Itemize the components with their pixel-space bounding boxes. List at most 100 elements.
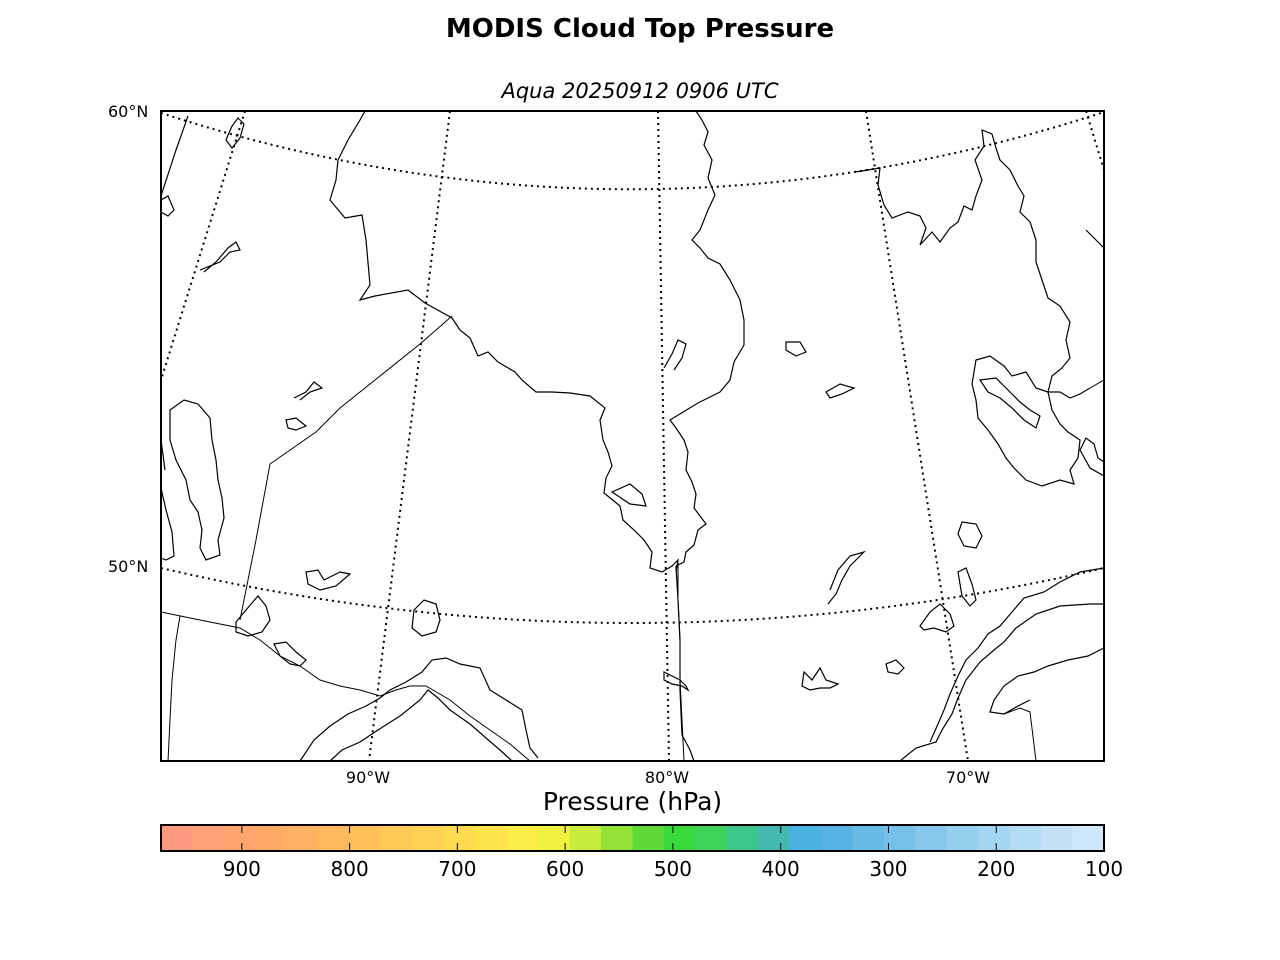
quebec-small-lake <box>663 671 690 692</box>
river-northwest <box>161 115 189 197</box>
colorbar-cell <box>381 825 413 851</box>
colorbar-tick-label: 100 <box>1084 857 1124 881</box>
colorbar-cell <box>726 825 759 851</box>
colorbar-cell <box>883 825 916 851</box>
colorbar-cell <box>192 825 225 851</box>
colorbar-cell <box>789 825 822 851</box>
colorbar-cell <box>821 825 854 851</box>
meridian-90w <box>368 111 451 761</box>
lake-small-west-3 <box>285 417 308 431</box>
colorbar-cell <box>915 825 948 851</box>
labrador-coast <box>854 129 1091 399</box>
lake-ungava <box>785 341 807 357</box>
ontario-lakes-2 <box>411 599 441 637</box>
quebec-labrador-border <box>1089 379 1104 389</box>
colorbar-cell <box>632 825 665 851</box>
st-lawrence-river <box>929 567 1104 743</box>
colorbar-tick-label: 400 <box>761 857 800 881</box>
lon-label-90w: 90°W <box>345 768 391 787</box>
lat-label-50n: 50°N <box>108 557 149 576</box>
lake-ungava-2 <box>825 383 856 399</box>
coast-north-west <box>161 195 175 217</box>
colorbar-tick-label: 200 <box>977 857 1016 881</box>
ontario-lakes-1 <box>305 569 352 591</box>
colorbar-cell <box>443 825 476 851</box>
borders <box>161 315 1104 761</box>
gulf-of-st-lawrence <box>1079 437 1104 477</box>
colorbar-cell <box>601 825 633 851</box>
colorbar-tick-label: 600 <box>546 857 585 881</box>
lakes-70w-north <box>957 567 977 607</box>
parallel-60n <box>161 111 1104 191</box>
lake-nipigon <box>801 666 840 691</box>
us-east-border <box>1003 707 1037 761</box>
labrador-lakes-region <box>971 355 1081 487</box>
meridian-70w <box>865 111 969 761</box>
lake-mistassini <box>827 550 867 605</box>
us-canada-border <box>161 611 531 761</box>
colorbar-cell <box>161 825 193 851</box>
colorbar-cell <box>663 825 696 851</box>
st-lawrence-north-shore <box>899 603 1104 761</box>
colorbar-cell <box>852 825 885 851</box>
gaspe-coast <box>989 647 1104 715</box>
meridian-65w <box>1085 111 1104 171</box>
coast-near-60n <box>225 117 245 149</box>
labrador-north <box>1085 229 1104 249</box>
colorbar-cell <box>223 825 256 851</box>
minnesota-border <box>167 615 181 761</box>
lake-manicouagan <box>957 521 983 549</box>
lat-label-60n: 60°N <box>108 102 149 121</box>
colorbar-cell <box>349 825 382 851</box>
lake-winnipeg <box>169 399 225 561</box>
lake-small-west-2 <box>293 381 324 401</box>
colorbar-tick-label: 500 <box>653 857 692 881</box>
colorbar-cell <box>758 825 791 851</box>
lon-label-80w: 80°W <box>644 768 690 787</box>
lake-winnipegosis <box>161 487 175 561</box>
lake-of-the-woods <box>235 595 271 637</box>
james-bay-coast <box>675 565 695 761</box>
parallel-50n <box>161 567 1104 624</box>
islands-hudson-bay <box>663 339 687 371</box>
hudson-bay-west-coast <box>329 111 679 573</box>
lake-superior-inner <box>329 689 513 761</box>
manitoba-ontario-border <box>239 315 453 621</box>
lon-label-70w: 70°W <box>945 768 991 787</box>
colorbar-cell <box>286 825 319 851</box>
graticule <box>161 111 1104 761</box>
quebec-ontario-border <box>677 560 685 761</box>
colorbar-label: Pressure (hPa) <box>542 787 723 816</box>
figure-subtitle: Aqua 20250912 0906 UTC <box>501 79 779 103</box>
colorbar-cell <box>255 825 288 851</box>
colorbar-tick-label: 300 <box>869 857 908 881</box>
map-layers <box>161 111 1104 761</box>
colorbar-cell <box>695 825 728 851</box>
ontario-border-northwest <box>161 380 166 471</box>
map-frame <box>160 110 1105 762</box>
coastlines <box>161 111 1104 761</box>
hudson-bay-east-coast <box>669 111 745 567</box>
lake-superior-north <box>299 657 539 761</box>
colorbar-cell <box>946 825 979 851</box>
colorbar-cell <box>318 825 351 851</box>
colorbar-tick-label: 900 <box>222 857 261 881</box>
colorbar-tick-label: 700 <box>438 857 477 881</box>
colorbar-cell <box>569 825 602 851</box>
lakes-70w-region <box>919 603 955 633</box>
lake-near-70w <box>885 659 905 675</box>
meridian-95w <box>161 111 246 381</box>
colorbar-cell <box>1041 825 1074 851</box>
lake-labrador-interior <box>978 377 1041 429</box>
colorbar-cell <box>978 825 1011 851</box>
colorbar-cells <box>161 825 1105 851</box>
figure-title: MODIS Cloud Top Pressure <box>445 14 835 44</box>
colorbar-frame <box>160 824 1105 852</box>
lake-small-west <box>199 241 241 273</box>
colorbar-cell <box>412 825 445 851</box>
colorbar-cell <box>1009 825 1042 851</box>
colorbar-cell <box>506 825 539 851</box>
lake-small-85w <box>610 483 647 507</box>
colorbar-cell <box>1072 825 1105 851</box>
